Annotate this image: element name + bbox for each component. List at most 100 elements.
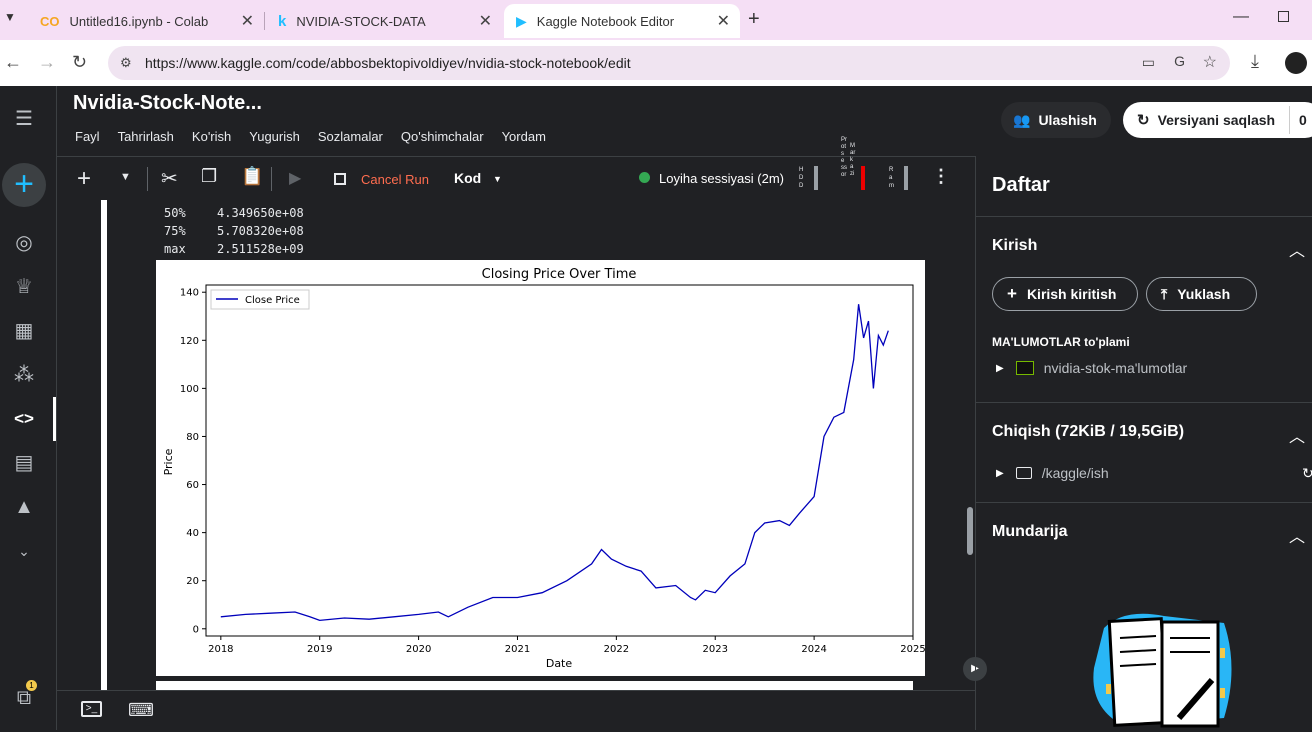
menu-addons[interactable]: Qo'shimchalar [400, 129, 484, 144]
cancel-run-button[interactable]: Cancel Run [361, 172, 429, 187]
add-input-button[interactable]: + Kirish kiritish [992, 277, 1138, 311]
input-section-title[interactable]: Kirish [992, 237, 1038, 254]
close-tab-icon[interactable]: ✕ [240, 13, 254, 30]
notifications-icon[interactable]: ⧉ [16, 687, 32, 709]
menu-settings[interactable]: Sozlamalar [317, 129, 383, 144]
toc-section: Mundarija ︿ [976, 502, 1312, 730]
save-divider [1289, 106, 1290, 134]
tab-list-chevron-icon[interactable]: ▼ [4, 10, 16, 24]
menu-edit[interactable]: Tahrirlash [117, 129, 174, 144]
dataset-item[interactable]: ▶ nvidia-stok-ma'lumotlar [992, 360, 1187, 376]
hdd-meter [814, 166, 818, 190]
cell-type-select[interactable]: Kod [454, 170, 482, 186]
add-cell-dropdown-icon[interactable]: ▼ [120, 171, 131, 183]
downloads-icon[interactable]: ⤓ [1251, 51, 1259, 71]
cell-type-chevron-icon[interactable]: ▼ [493, 174, 502, 184]
tab-colab[interactable]: CO Untitled16.ipynb - Colab ✕ [28, 4, 264, 38]
menu-run[interactable]: Yugurish [249, 129, 300, 144]
trophy-icon[interactable]: ♕ [15, 276, 33, 298]
y-tick-label: 140 [180, 288, 199, 299]
tab-nvidia-data[interactable]: k NVIDIA-STOCK-DATA ✕ [266, 4, 502, 38]
translate-icon[interactable]: G [1174, 53, 1185, 69]
more-options-icon[interactable]: ⋮ [932, 166, 950, 186]
profile-avatar[interactable] [1285, 52, 1307, 74]
menu-help[interactable]: Yordam [501, 129, 546, 144]
toolbar-divider [147, 167, 148, 191]
gpu-label: Markazi [850, 143, 856, 177]
close-tab-icon[interactable]: ✕ [478, 13, 492, 30]
save-version-button[interactable]: ↻ Versiyani saqlash 0 [1123, 102, 1312, 138]
browser-tab-bar: ▼ CO Untitled16.ipynb - Colab ✕ k NVIDIA… [0, 0, 1312, 40]
paste-clipboard-icon[interactable]: 📋 [241, 166, 264, 186]
stat-value: 4.349650e+08 [217, 206, 304, 220]
upload-button[interactable]: ⤒ Yuklash [1146, 277, 1257, 311]
stop-square-icon[interactable] [334, 173, 346, 185]
expand-caret-icon[interactable]: ▶ [996, 362, 1004, 374]
back-arrow-icon[interactable]: ← [4, 52, 22, 72]
notebook-header: Nvidia-Stock-Note... Fayl Tahrirlash Ko'… [57, 86, 1312, 156]
input-section: Kirish ︿ + Kirish kiritish ⤒ Yuklash MA'… [976, 216, 1312, 402]
kaggle-play-icon: ▶ [516, 12, 527, 29]
close-tab-icon[interactable]: ✕ [716, 13, 730, 30]
forward-arrow-icon[interactable]: → [38, 52, 56, 72]
x-tick-label: 2024 [801, 644, 826, 655]
minimize-window-icon[interactable]: — [1233, 8, 1249, 25]
x-tick-label: 2023 [703, 644, 728, 655]
legend: Close Price [210, 289, 310, 310]
models-icon[interactable]: ⁂ [14, 364, 34, 386]
keyboard-icon[interactable]: ⌨ [128, 700, 154, 720]
y-tick-label: 120 [180, 336, 199, 347]
url-field[interactable]: ⚙ https://www.kaggle.com/code/abbosbekto… [108, 46, 1230, 80]
x-tick-label: 2022 [604, 644, 629, 655]
restore-window-icon[interactable] [1278, 11, 1289, 22]
x-axis-ticks: 2018 2019 2020 2021 2022 2023 2024 2025 [208, 636, 926, 655]
hamburger-menu-icon[interactable]: ☰ [15, 108, 33, 130]
tab-title: Untitled16.ipynb - Colab [69, 13, 209, 29]
install-app-icon[interactable]: ▭ [1141, 54, 1155, 70]
menu-view[interactable]: Ko'rish [191, 129, 232, 144]
y-tick-label: 100 [180, 384, 199, 395]
collapse-chevron-icon[interactable]: ︿ [1288, 429, 1305, 446]
compass-icon[interactable]: ◎ [15, 232, 33, 254]
kaggle-k-icon: k [278, 12, 287, 30]
y-tick-label: 40 [186, 528, 199, 539]
stat-value: 5.708320e+08 [217, 224, 304, 238]
learn-icon[interactable]: ▲ [14, 496, 34, 518]
create-button[interactable]: + [2, 163, 46, 207]
illustration-page-left [1107, 617, 1169, 727]
output-folder-item[interactable]: ▶ /kaggle/ish [992, 465, 1109, 481]
x-tick-label: 2021 [505, 644, 530, 655]
tab-kaggle-editor[interactable]: ▶ Kaggle Notebook Editor ✕ [504, 4, 740, 38]
table-icon[interactable]: ▦ [14, 320, 34, 342]
x-axis-label: Date [546, 657, 573, 670]
copy-icon[interactable]: ❐ [201, 166, 218, 186]
collapse-chevron-icon[interactable]: ︿ [1288, 243, 1305, 260]
ram-meter [904, 166, 908, 190]
notebook-title[interactable]: Nvidia-Stock-Note... [73, 92, 262, 114]
output-section-title[interactable]: Chiqish (72KiB / 19,5GiB) [992, 423, 1185, 440]
toc-section-title[interactable]: Mundarija [992, 523, 1068, 540]
cpu-meter [861, 166, 865, 190]
refresh-icon[interactable]: ↻ [1302, 465, 1312, 481]
expand-caret-icon[interactable]: ▶ [996, 467, 1004, 479]
discussion-icon[interactable]: ▤ [14, 452, 34, 474]
console-icon[interactable]: >_ [81, 701, 102, 717]
share-button[interactable]: 👥 Ulashish [1001, 102, 1111, 138]
upload-icon: ⤒ [1161, 285, 1168, 302]
menu-file[interactable]: Fayl [75, 129, 100, 144]
add-cell-plus-icon[interactable]: + [77, 165, 92, 192]
new-tab-plus-icon[interactable]: + [748, 8, 760, 30]
expand-chevron-icon[interactable]: ⌄ [18, 543, 30, 559]
collapse-chevron-icon[interactable]: ︿ [1288, 529, 1305, 546]
session-status-text[interactable]: Loyiha sessiyasi (2m) [659, 171, 784, 186]
code-icon[interactable]: <> [14, 409, 34, 428]
site-info-icon[interactable]: ⚙ [120, 55, 132, 70]
session-status-dot [639, 172, 650, 183]
bookmark-star-icon[interactable]: ☆ [1202, 54, 1217, 71]
run-play-icon[interactable]: ▶ [289, 170, 302, 187]
reload-icon[interactable]: ↻ [72, 52, 88, 72]
tab-title: NVIDIA-STOCK-DATA [296, 13, 426, 29]
scrollbar-thumb[interactable] [967, 507, 973, 555]
cut-scissors-icon[interactable]: ✂ [161, 168, 178, 190]
save-version-label: Versiyani saqlash [1157, 112, 1276, 128]
